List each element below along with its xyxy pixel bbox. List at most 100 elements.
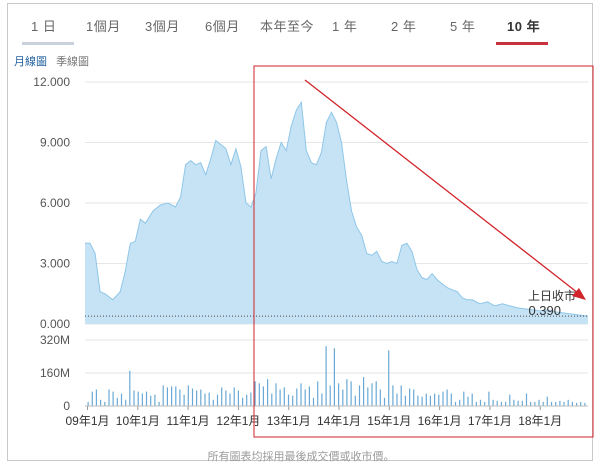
volume-bar [505, 401, 507, 406]
volume-bar [150, 395, 152, 406]
volume-bar [525, 393, 528, 406]
volume-bar [392, 385, 394, 406]
volume-bar [388, 350, 390, 406]
volume-bar [312, 397, 315, 407]
tab-3m[interactable]: 3個月 [145, 19, 180, 34]
volume-bar [530, 401, 532, 406]
volume-bar [350, 381, 352, 407]
volume-bar [425, 393, 427, 406]
volume-bar [400, 385, 402, 406]
price-y-tick-label: 9.000 [40, 136, 70, 150]
x-tick-label: 10年1月 [116, 414, 160, 428]
tab-1m[interactable]: 1個月 [86, 19, 121, 34]
volume-y-tick-label: 160M [40, 366, 70, 380]
volume-bar [283, 387, 285, 406]
volume-y-tick-label: 320M [40, 333, 70, 347]
tab-underline-active [496, 42, 548, 45]
volume-bar [191, 388, 194, 406]
x-tick-label: 12年1月 [216, 414, 260, 428]
volume-bar [262, 386, 264, 406]
period-tabs: 1 日 1個月 3個月 6個月 本年至今 1 年 2 年 5 年 10 年 [12, 12, 590, 48]
volume-bar [212, 399, 214, 406]
volume-bar [542, 401, 544, 406]
volume-bar [104, 401, 106, 406]
volume-bar [338, 383, 340, 406]
volume-bar [521, 400, 523, 406]
volume-bar [158, 401, 160, 406]
volume-bar [242, 397, 244, 407]
price-y-tick-label: 0.000 [40, 317, 70, 331]
tab-2y[interactable]: 2 年 [391, 19, 417, 34]
volume-bar [254, 381, 256, 407]
x-tick-label: 09年1月 [65, 414, 109, 428]
volume-bar [267, 379, 269, 406]
volume-bar [367, 387, 369, 406]
volume-bar [584, 402, 586, 406]
volume-bar [145, 391, 148, 406]
volume-bar [116, 397, 118, 407]
volume-bar [141, 393, 143, 406]
volume-bar [95, 389, 97, 406]
volume-bar [563, 401, 565, 406]
volume-bar [475, 401, 477, 406]
volume-bar [434, 393, 436, 406]
volume-bar [175, 386, 177, 406]
volume-bar [571, 401, 573, 406]
volume-bar [580, 401, 582, 406]
volume-bar [91, 391, 93, 406]
subtab-monthly[interactable]: 月線圖 [14, 56, 47, 68]
tab-5y[interactable]: 5 年 [450, 19, 476, 34]
volume-bar [317, 381, 319, 407]
annotation-trend-arrow-line [304, 79, 579, 294]
volume-bar [479, 399, 482, 406]
annotation-highlight-box [253, 65, 594, 438]
volume-bar [162, 385, 164, 406]
volume-bar [450, 393, 452, 406]
volume-bar [300, 383, 302, 406]
volume-bar [396, 393, 398, 406]
last-close-value: 0.390 [528, 303, 561, 318]
x-tick-label: 18年1月 [518, 414, 562, 428]
volume-bar [329, 385, 331, 406]
volume-bar [108, 389, 110, 406]
tab-ytd[interactable]: 本年至今 [260, 19, 315, 34]
price-y-tick-label: 12.000 [33, 75, 70, 89]
volume-bar [358, 385, 361, 406]
chart-interval-tabs: 月線圖 季線圖 [14, 53, 95, 69]
volume-bar [342, 389, 344, 406]
volume-bar [429, 395, 431, 406]
volume-bar [308, 386, 310, 406]
volume-bar [546, 396, 548, 406]
volume-bar [467, 396, 469, 406]
x-tick-label: 15年1月 [367, 414, 411, 428]
volume-bar [492, 399, 494, 406]
volume-bar [196, 390, 198, 406]
volume-bar [275, 383, 277, 406]
volume-bar [287, 394, 290, 406]
volume-bar [550, 401, 553, 406]
volume-bar [246, 394, 248, 406]
volume-bar [446, 389, 448, 406]
tab-1d[interactable]: 1 日 [31, 19, 57, 34]
volume-bar [555, 401, 557, 406]
volume-bar [166, 387, 168, 406]
volume-bar [404, 395, 406, 406]
price-y-tick-label: 6.000 [40, 196, 70, 210]
volume-bar [463, 391, 465, 406]
volume-bar [509, 394, 511, 406]
volume-bar [371, 383, 373, 406]
tab-10y[interactable]: 10 年 [507, 19, 541, 34]
x-tick-label: 13年1月 [267, 414, 311, 428]
volume-bar [133, 390, 135, 406]
volume-bar [154, 394, 156, 406]
tab-6m[interactable]: 6個月 [205, 19, 240, 34]
volume-bar [204, 393, 206, 406]
volume-bar [208, 392, 210, 406]
tab-1y[interactable]: 1 年 [332, 19, 358, 34]
volume-bar [459, 399, 461, 406]
x-tick-label: 16年1月 [418, 414, 462, 428]
volume-bar [438, 394, 440, 406]
volume-bar [112, 391, 114, 406]
annotation-arrow-head-icon [572, 288, 586, 300]
subtab-quarterly[interactable]: 季線圖 [56, 56, 90, 68]
